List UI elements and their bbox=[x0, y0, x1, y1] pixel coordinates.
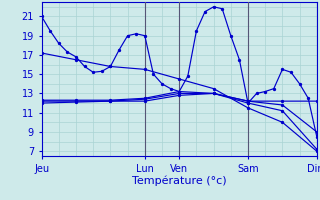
X-axis label: Température (°c): Température (°c) bbox=[132, 175, 227, 186]
